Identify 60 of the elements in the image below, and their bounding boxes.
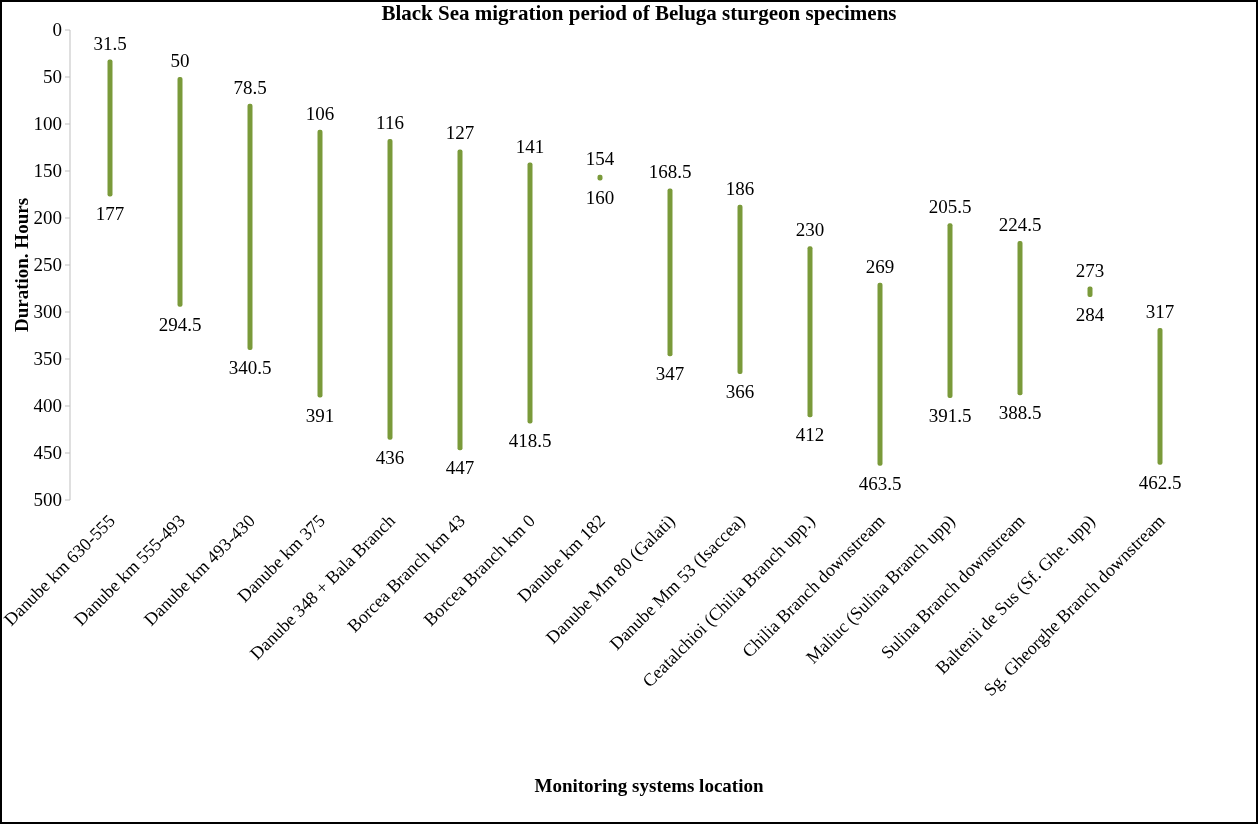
annotation: 31.5 bbox=[93, 32, 127, 54]
bar bbox=[457, 149, 463, 451]
annotation: 116 bbox=[376, 112, 404, 134]
annotation: 269 bbox=[865, 255, 895, 277]
bar bbox=[877, 282, 883, 466]
bar bbox=[1157, 327, 1163, 465]
bar bbox=[527, 162, 533, 424]
bar bbox=[667, 188, 673, 357]
chart-title: Black Sea migration period of Beluga sturgeon specimens bbox=[381, 1, 897, 25]
data-label: 418.5 bbox=[508, 430, 552, 452]
y-axis-title: Duration. Hours bbox=[11, 197, 32, 333]
y-tick-label: 200 bbox=[33, 207, 62, 228]
data-label: 412 bbox=[795, 424, 825, 446]
data-label: 463.5 bbox=[858, 472, 902, 494]
bar bbox=[807, 246, 813, 418]
bar bbox=[947, 223, 953, 399]
y-tick-label: 0 bbox=[52, 19, 62, 40]
y-tick-label: 350 bbox=[33, 348, 62, 369]
bar bbox=[107, 59, 113, 197]
y-tick-label: 450 bbox=[33, 442, 62, 463]
data-label: 366 bbox=[725, 381, 755, 403]
annotation: 50 bbox=[170, 50, 190, 71]
annotation: 106 bbox=[305, 102, 335, 124]
y-tick-label: 400 bbox=[33, 395, 62, 416]
y-tick-label: 100 bbox=[33, 113, 62, 134]
bar bbox=[737, 204, 743, 375]
bar bbox=[317, 129, 323, 398]
annotation: 224.5 bbox=[998, 214, 1042, 236]
bar bbox=[247, 103, 253, 351]
bar bbox=[177, 77, 183, 307]
annotation: 186 bbox=[725, 177, 755, 199]
annotation: 141 bbox=[515, 135, 545, 157]
x-axis-title: Monitoring systems location bbox=[534, 775, 764, 796]
annotation: 127 bbox=[445, 122, 475, 144]
y-tick-label: 300 bbox=[33, 301, 62, 322]
y-tick-label: 150 bbox=[33, 160, 62, 181]
y-tick-label: 500 bbox=[33, 489, 62, 510]
annotation: 230 bbox=[795, 219, 825, 241]
annotation: 317 bbox=[1145, 300, 1175, 322]
data-label: 177 bbox=[95, 203, 125, 225]
y-tick-label: 250 bbox=[33, 254, 62, 275]
bar bbox=[1017, 241, 1023, 396]
y-tick-label: 50 bbox=[43, 66, 62, 87]
annotation: 168.5 bbox=[648, 161, 692, 183]
annotation: 273 bbox=[1075, 259, 1105, 281]
annotation: 205.5 bbox=[928, 196, 972, 218]
data-label: 160 bbox=[585, 187, 615, 209]
data-label: 294.5 bbox=[158, 313, 202, 335]
bar bbox=[387, 139, 393, 440]
data-label: 347 bbox=[655, 363, 685, 385]
data-label: 391.5 bbox=[928, 405, 972, 427]
data-label: 447 bbox=[445, 457, 475, 479]
annotation: 78.5 bbox=[233, 76, 267, 98]
data-label: 391 bbox=[305, 404, 335, 426]
annotation: 154 bbox=[585, 147, 615, 169]
data-label: 284 bbox=[1075, 303, 1105, 325]
data-label: 462.5 bbox=[1138, 471, 1182, 493]
data-label: 388.5 bbox=[998, 402, 1042, 424]
data-label: 340.5 bbox=[228, 357, 272, 379]
data-label: 436 bbox=[375, 446, 405, 468]
